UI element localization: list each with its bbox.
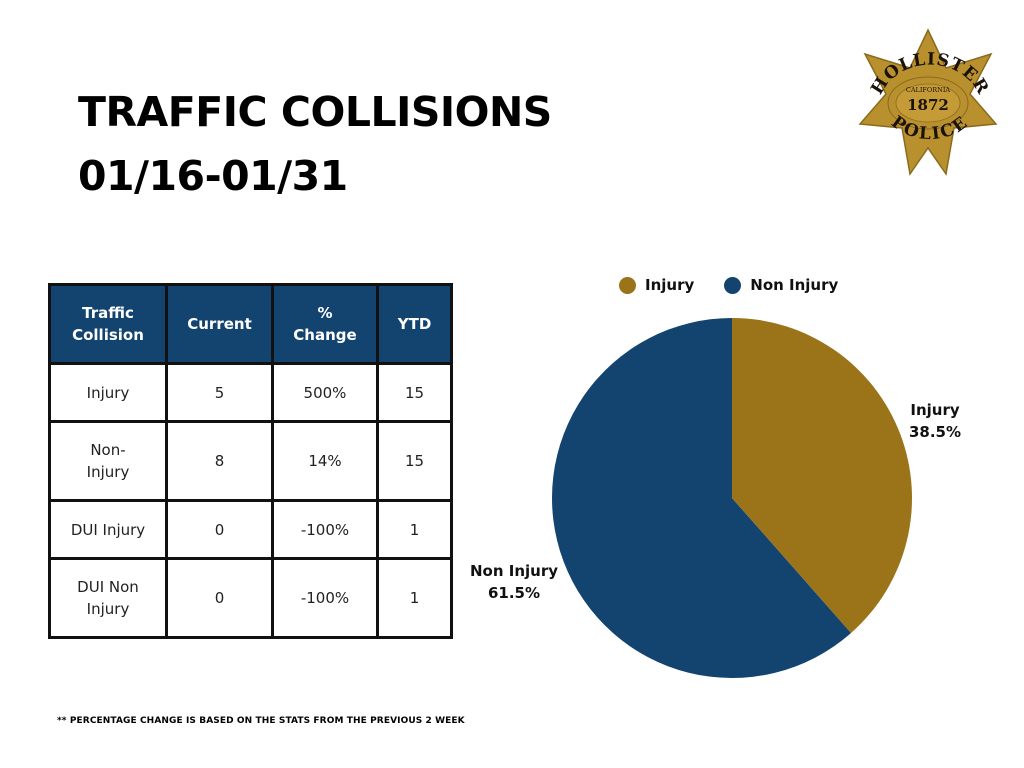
- cell-current: 0: [165, 499, 274, 560]
- collision-stats-table: Traffic Collision Current % Change YTD Inj…: [48, 283, 453, 639]
- header-text: Change: [293, 326, 357, 344]
- cell-type-line: Injury: [86, 600, 130, 618]
- title-line-1: TRAFFIC COLLISIONS: [78, 88, 552, 136]
- cell-change: -100%: [271, 499, 379, 560]
- legend-dot-icon: [619, 276, 636, 294]
- cell-ytd: 15: [376, 362, 453, 423]
- column-header-ytd: YTD: [376, 283, 453, 365]
- cell-change: 500%: [271, 362, 379, 423]
- table-row: Non- Injury 8 14% 15: [48, 420, 453, 502]
- pie-slice-non-injury: [552, 318, 852, 678]
- badge-sub-text: CALIFORNIA: [906, 86, 951, 94]
- chart-legend: Injury Non Injury: [619, 276, 868, 294]
- table-row: DUI Injury 0 -100% 1: [48, 499, 453, 560]
- footnote: ** PERCENTAGE CHANGE IS BASED ON THE STA…: [57, 716, 465, 726]
- cell-ytd: 15: [376, 420, 453, 502]
- table-row: DUI Non Injury 0 -100% 1: [48, 557, 453, 639]
- page-title: TRAFFIC COLLISIONS 01/16-01/31: [78, 80, 552, 208]
- cell-type-line: Non-: [90, 441, 126, 459]
- column-header-percent-change: % Change: [271, 283, 379, 365]
- cell-ytd: 1: [376, 499, 453, 560]
- legend-label: Injury: [645, 276, 695, 294]
- legend-label: Non Injury: [750, 276, 839, 294]
- cell-ytd: 1: [376, 557, 453, 639]
- column-header-current: Current: [165, 283, 274, 365]
- cell-current: 8: [165, 420, 274, 502]
- pie-label-name: Non Injury: [469, 562, 558, 580]
- header-text: Traffic: [82, 304, 134, 322]
- pie-label-injury: Injury 38.5%: [902, 399, 968, 443]
- cell-current: 5: [165, 362, 274, 423]
- header-text: %: [317, 304, 333, 322]
- cell-type-line: DUI Non: [77, 578, 139, 596]
- cell-type: Injury: [48, 362, 168, 423]
- column-header-traffic-collision: Traffic Collision: [48, 283, 168, 365]
- pie-label-percent: 38.5%: [908, 423, 962, 441]
- pie-label-percent: 61.5%: [487, 584, 541, 602]
- header-text: Collision: [72, 326, 144, 344]
- cell-change: 14%: [271, 420, 379, 502]
- cell-type-line: Injury: [86, 463, 130, 481]
- cell-type: DUI Non Injury: [48, 557, 168, 639]
- pie-label-name: Injury: [910, 401, 960, 419]
- title-line-2: 01/16-01/31: [78, 152, 348, 200]
- table-header-row: Traffic Collision Current % Change YTD: [48, 283, 453, 365]
- badge-year: 1872: [907, 96, 949, 114]
- police-badge-logo: HOLLISTER CALIFORNIA 1872 POLICE: [858, 28, 998, 176]
- cell-current: 0: [165, 557, 274, 639]
- pie-slice-injury: [732, 318, 913, 634]
- table-row: Injury 5 500% 15: [48, 362, 453, 423]
- cell-change: -100%: [271, 557, 379, 639]
- legend-item-non-injury: Non Injury: [724, 276, 838, 294]
- legend-item-injury: Injury: [619, 276, 694, 294]
- legend-dot-icon: [724, 276, 742, 294]
- pie-label-non-injury: Non Injury 61.5%: [466, 560, 562, 604]
- cell-type: Non- Injury: [48, 420, 168, 502]
- cell-type: DUI Injury: [48, 499, 168, 560]
